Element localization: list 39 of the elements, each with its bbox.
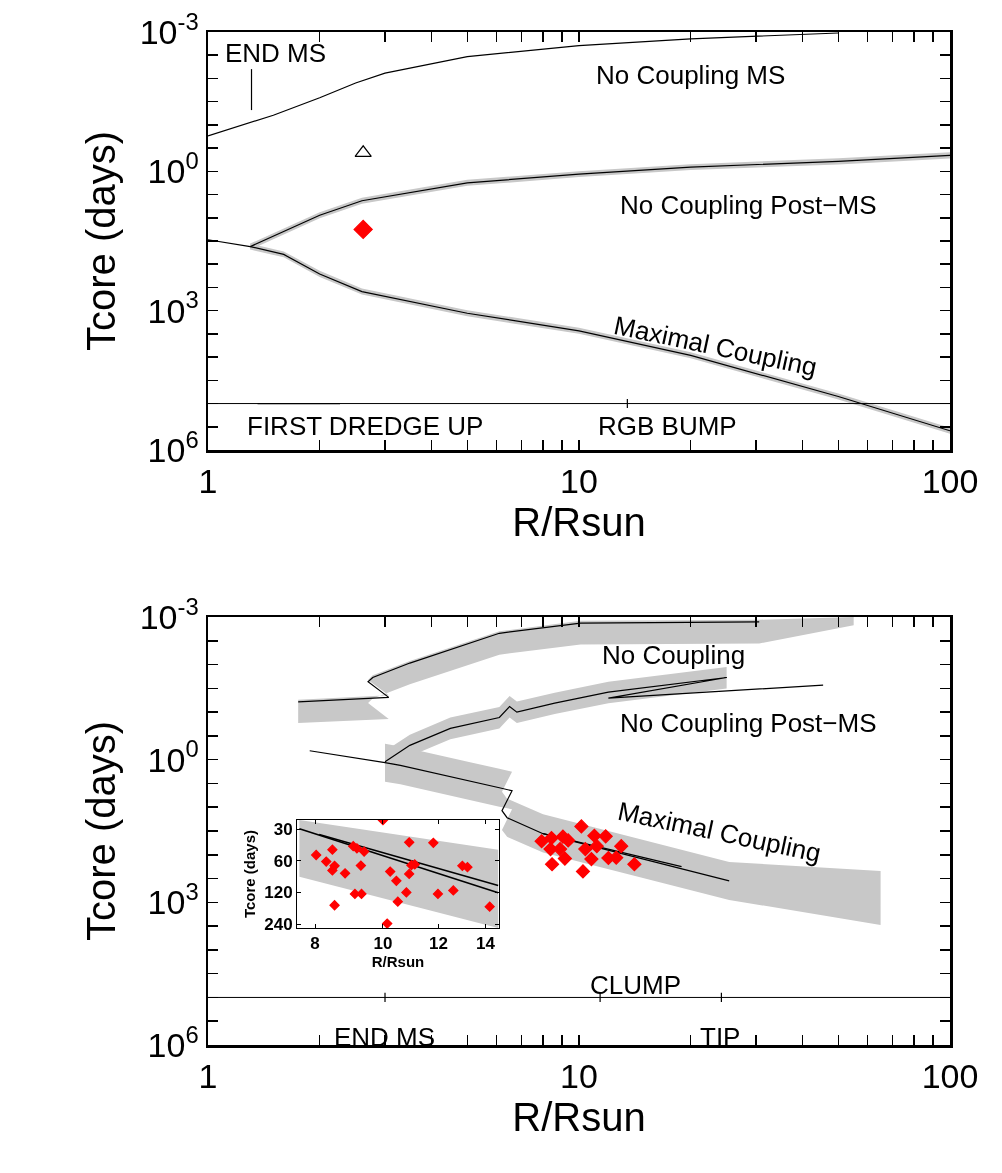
annotation: RGB BUMP	[598, 411, 737, 441]
y-tick-label: 30	[273, 820, 293, 840]
y-tick-label: 240	[264, 914, 293, 934]
y-tick-label: 120	[264, 883, 293, 903]
y-axis-title: Tcore (days)	[78, 720, 123, 942]
y-tick-label: 10$^{-3}$	[139, 592, 199, 636]
x-tick-label: 10	[560, 462, 598, 501]
y-axis-title: Tcore (days)	[241, 829, 259, 919]
y-tick-label: 10$^{0}$	[147, 735, 199, 779]
y-tick-label: 10$^{6}$	[147, 425, 199, 469]
y-tick-label: 10$^{0}$	[147, 146, 199, 191]
x-tick-label: 100	[921, 462, 979, 501]
annotation: No Coupling MS	[596, 60, 786, 90]
annotation: TIP	[700, 1022, 741, 1052]
x-axis-title: R/Rsun	[512, 500, 646, 545]
x-tick-label: 8	[310, 934, 320, 954]
x-axis-title: R/Rsun	[371, 953, 425, 971]
y-tick-label: 10$^{-3}$	[139, 7, 199, 51]
y-tick-label: 10$^{3}$	[147, 877, 199, 922]
x-tick-label: 1	[198, 1057, 218, 1096]
x-tick-label: 10	[560, 1057, 598, 1096]
x-tick-label: 100	[921, 1057, 979, 1096]
annotation: Maximal Coupling	[615, 795, 824, 869]
annotation: FIRST DREDGE UP	[247, 411, 484, 441]
x-tick-label: 10	[373, 934, 393, 954]
x-tick-label: 14	[475, 934, 496, 954]
annotation: END MS	[225, 38, 327, 68]
y-tick-label: 10$^{3}$	[147, 286, 199, 330]
annotation: No Coupling Post−MS	[620, 708, 877, 738]
x-tick-label: 12	[429, 934, 448, 954]
x-tick-label: 1	[198, 462, 218, 501]
y-tick-label: 10$^{6}$	[147, 1020, 199, 1064]
annotation: Maximal Coupling	[611, 309, 820, 383]
y-axis-title: Tcore (days)	[78, 130, 123, 352]
x-axis-title: R/Rsun	[512, 1095, 646, 1140]
annotation: No Coupling Post−MS	[620, 190, 877, 220]
annotation: CLUMP	[590, 970, 682, 1000]
annotation: No Coupling	[602, 640, 746, 670]
y-tick-label: 60	[273, 851, 293, 871]
